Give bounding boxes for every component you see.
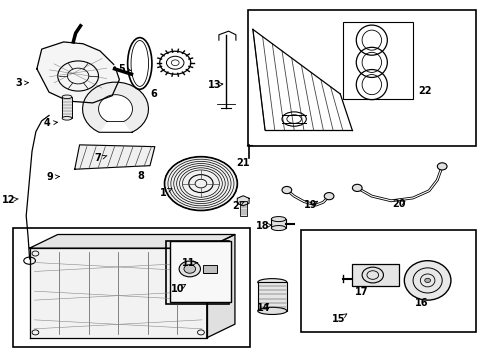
Text: 19: 19 (304, 200, 317, 210)
Text: 17: 17 (355, 287, 368, 297)
Text: 22: 22 (418, 86, 431, 96)
Ellipse shape (62, 117, 72, 120)
Bar (271, 219, 285, 228)
Polygon shape (82, 82, 148, 132)
Bar (257, 282, 286, 311)
Ellipse shape (404, 261, 450, 300)
Text: 11: 11 (181, 258, 195, 268)
Ellipse shape (179, 261, 200, 277)
Polygon shape (75, 145, 155, 169)
Ellipse shape (257, 307, 286, 315)
Text: 3: 3 (15, 78, 22, 88)
Bar (301, 230, 475, 332)
Polygon shape (206, 234, 234, 338)
Ellipse shape (271, 226, 285, 230)
Ellipse shape (436, 163, 446, 170)
Text: 16: 16 (414, 298, 427, 308)
Polygon shape (237, 196, 248, 206)
Text: 5: 5 (118, 64, 125, 74)
Text: 2: 2 (232, 201, 239, 211)
Text: 10: 10 (170, 284, 184, 294)
Text: 8: 8 (138, 171, 144, 181)
Bar (165, 241, 228, 304)
Text: 21: 21 (236, 158, 249, 168)
Bar (342, 22, 412, 99)
Bar (203, 265, 217, 273)
Text: 18: 18 (255, 221, 269, 231)
Ellipse shape (324, 193, 333, 200)
Bar (170, 241, 230, 302)
Text: 4: 4 (43, 118, 50, 128)
Polygon shape (30, 234, 234, 248)
Bar (239, 201, 246, 216)
Ellipse shape (183, 265, 195, 273)
Text: 14: 14 (257, 303, 270, 314)
Ellipse shape (424, 278, 429, 283)
Ellipse shape (271, 217, 285, 222)
Text: 13: 13 (208, 80, 222, 90)
Ellipse shape (282, 186, 291, 194)
Polygon shape (30, 248, 206, 338)
Ellipse shape (352, 184, 361, 192)
Polygon shape (37, 42, 119, 103)
Text: 6: 6 (150, 89, 157, 99)
Text: 9: 9 (46, 172, 53, 182)
Text: 12: 12 (2, 195, 16, 205)
Text: 7: 7 (95, 153, 101, 163)
Text: 15: 15 (331, 314, 345, 324)
Text: 1: 1 (160, 188, 166, 198)
Bar (62, 97, 72, 118)
Ellipse shape (257, 279, 286, 286)
Text: 20: 20 (391, 199, 405, 210)
Bar (352, 264, 398, 286)
Ellipse shape (164, 157, 237, 211)
Bar (247, 10, 475, 146)
Bar (13, 228, 250, 347)
Ellipse shape (62, 95, 72, 99)
